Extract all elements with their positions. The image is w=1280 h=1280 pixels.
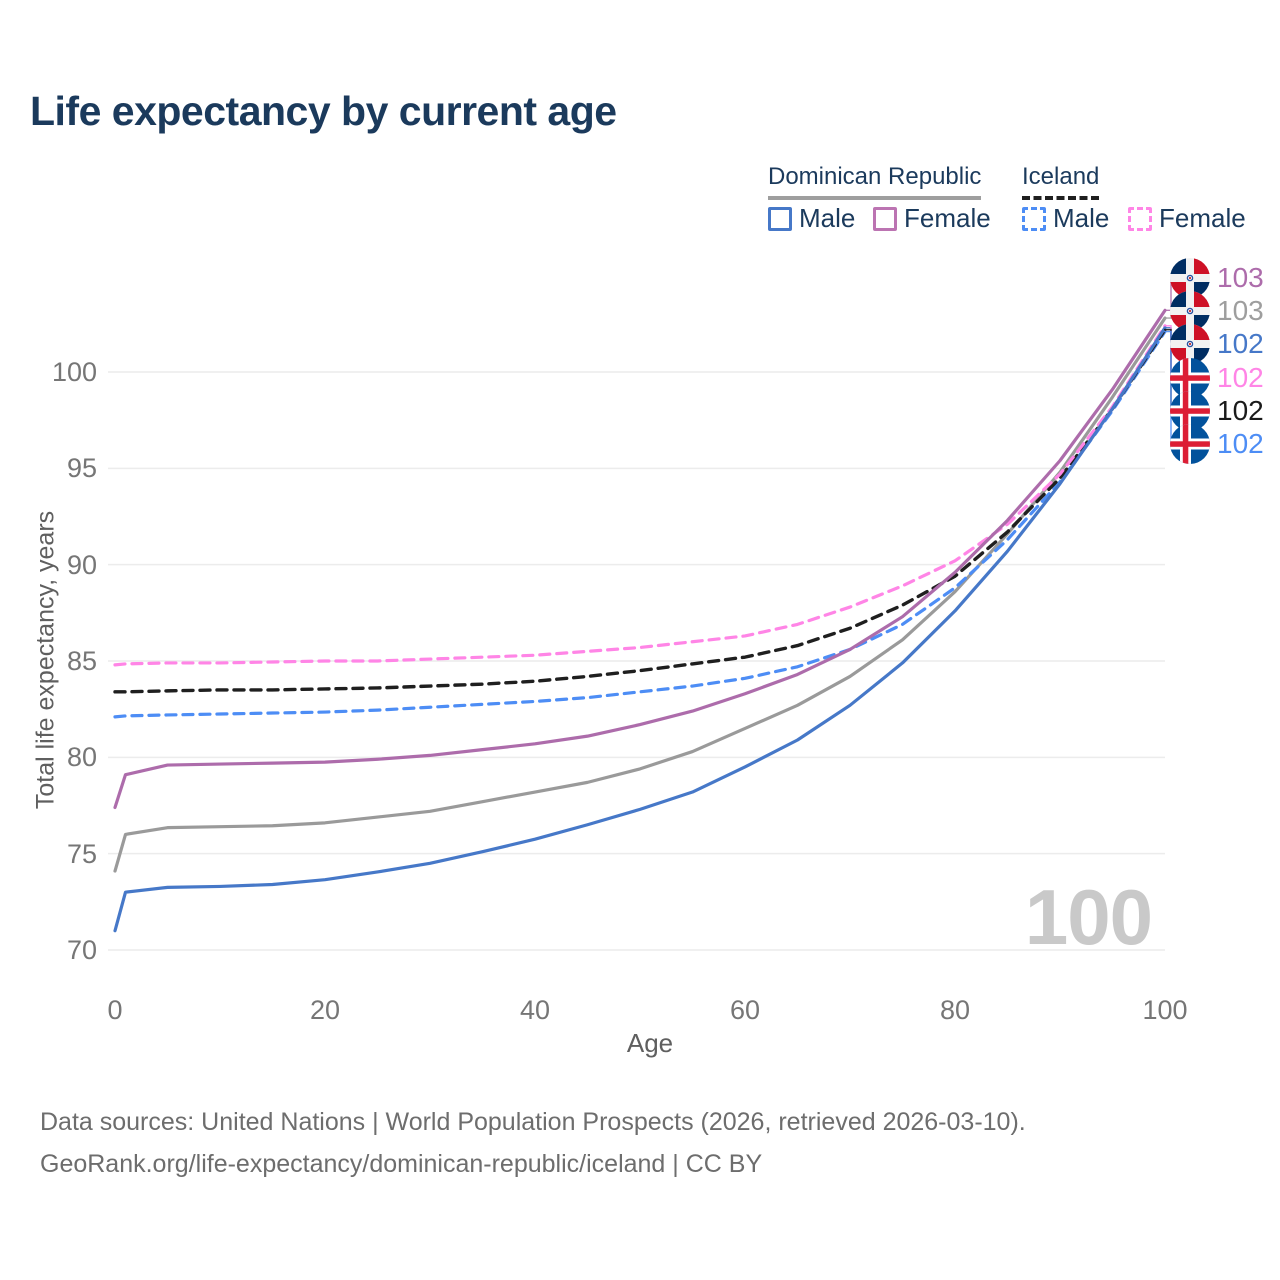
page-title: Life expectancy by current age: [30, 88, 617, 134]
end-label-row-is_total: 102: [1170, 391, 1264, 431]
legend-swatch-iceland-male[interactable]: [1022, 206, 1046, 231]
end-value-label: 102: [1217, 428, 1264, 459]
y-tick-label: 70: [66, 935, 97, 965]
series-line-is_total: [113, 327, 1167, 694]
x-tick-label: 40: [519, 995, 551, 1025]
end-value-label: 103: [1217, 262, 1264, 293]
series-line-dr_male: [113, 326, 1167, 933]
y-tick-label: 80: [66, 742, 97, 773]
legend-swatch-dr-female[interactable]: [873, 206, 897, 231]
legend-item-label: Female: [904, 203, 991, 233]
x-tick-label: 100: [1142, 995, 1188, 1025]
y-tick-label: 90: [66, 549, 97, 580]
x-tick-label: 20: [309, 995, 341, 1025]
series-line-is_female: [113, 324, 1167, 667]
series-line-dr_total: [113, 316, 1167, 873]
series-line-dr_female: [113, 308, 1167, 810]
age-watermark: 100: [1024, 873, 1153, 961]
legend-item-label: Male: [799, 203, 856, 233]
end-value-label: 102: [1217, 328, 1264, 359]
flag-icon-iceland: [1170, 391, 1210, 431]
legend-item-iceland-female[interactable]: Female: [1128, 203, 1246, 234]
y-tick-label: 95: [66, 453, 97, 484]
legend-item-dr-male[interactable]: Male: [768, 203, 855, 234]
end-label-row-is_male: 102: [1170, 424, 1264, 464]
legend-item-label: Male: [1053, 203, 1110, 233]
y-tick-label: 100: [51, 357, 97, 387]
flag-icon-dominican-republic: [1170, 324, 1210, 364]
flag-icon-dominican-republic: [1170, 258, 1210, 298]
end-value-label: 103: [1217, 295, 1264, 326]
x-axis-title: Age: [626, 1028, 674, 1058]
footer-data-sources: Data sources: United Nations | World Pop…: [40, 1108, 1026, 1136]
legend-swatch-iceland-female[interactable]: [1128, 206, 1152, 231]
end-label-row-dr_female: 103: [1170, 258, 1264, 298]
end-value-label: 102: [1217, 395, 1264, 426]
end-label-row-dr_male: 102: [1170, 324, 1264, 364]
series-line-is_male: [113, 329, 1167, 719]
y-tick-label: 75: [66, 838, 97, 869]
y-tick-label: 85: [66, 646, 97, 676]
legend-swatch-dr-male[interactable]: [768, 206, 792, 231]
end-label-row-is_female: 102: [1170, 358, 1264, 398]
legend-country-iceland[interactable]: Iceland: [1022, 163, 1100, 200]
legend-country-dominican-republic[interactable]: Dominican Republic: [768, 163, 982, 200]
x-tick-label: 60: [729, 995, 761, 1025]
legend-item-iceland-male[interactable]: Male: [1022, 203, 1109, 234]
legend-item-label: Female: [1159, 203, 1246, 233]
x-tick-label: 0: [107, 995, 123, 1025]
end-value-label: 102: [1217, 362, 1264, 393]
x-tick-label: 80: [939, 995, 971, 1025]
legend-item-dr-female[interactable]: Female: [873, 203, 991, 234]
flag-icon-iceland: [1170, 424, 1210, 464]
footer-attribution: GeoRank.org/life-expectancy/dominican-re…: [40, 1150, 763, 1178]
